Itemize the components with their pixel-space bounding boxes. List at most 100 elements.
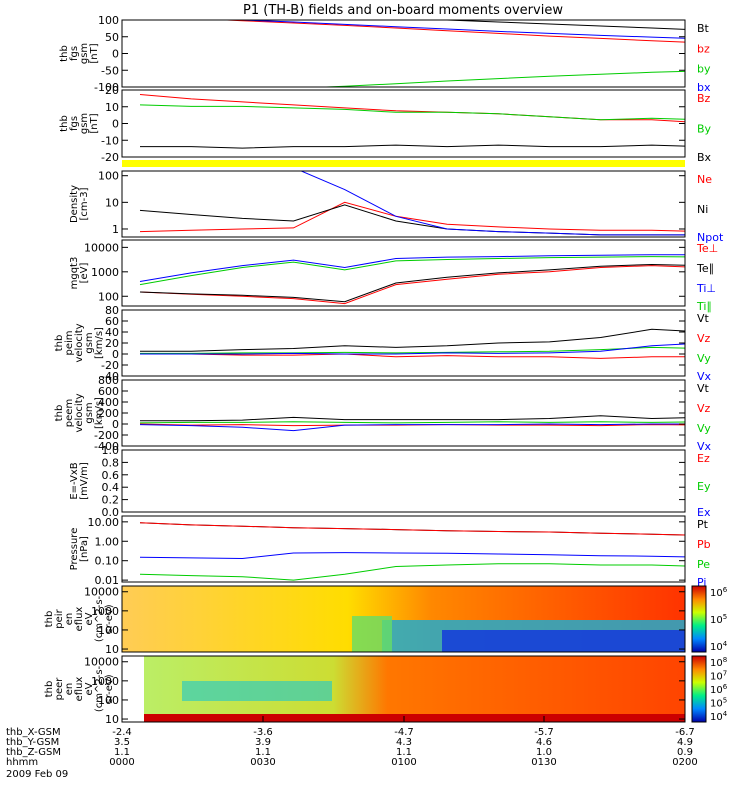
series-line-Te⊥ — [139, 265, 685, 305]
xaxis-tick-value: 4.3 — [396, 737, 412, 748]
y-tick-label: -40 — [101, 370, 119, 383]
xaxis-tick-value: 4.9 — [677, 737, 693, 748]
y-tick-label: 0 — [112, 348, 119, 361]
xaxis-tick-value: -2.4 — [112, 727, 132, 738]
y-axis-label: [nPa] — [79, 536, 90, 562]
legend-label: Npot — [697, 231, 724, 244]
panel-frame — [121, 19, 686, 88]
y-tick-label: 0.01 — [95, 574, 120, 587]
legend-label: by — [697, 63, 711, 76]
colorbar — [691, 655, 707, 723]
y-axis-label: peir — [54, 608, 65, 628]
panel-7: Ez Ey Ex 1.00.80.60.40.20.0 E=-VxB [mV/m] — [69, 444, 711, 519]
panel-frame — [121, 239, 686, 307]
y-tick-label: 0.10 — [95, 555, 120, 568]
colorbar-tick: 108 — [710, 656, 727, 669]
y-tick-label: 1000 — [91, 675, 119, 688]
y-tick-label: 10 — [105, 643, 119, 656]
y-axis-label: [nT] — [89, 43, 100, 63]
panel-frame — [121, 170, 686, 238]
y-tick-label: 1 — [112, 223, 119, 236]
legend-label: Vt — [697, 312, 710, 325]
y-axis-label: fgs — [69, 46, 80, 61]
legend-label: Pt — [697, 518, 709, 531]
y-tick-label: 100 — [98, 14, 119, 27]
mode-bar — [122, 160, 685, 167]
legend-label: Vy — [697, 352, 711, 365]
legend-label: Ey — [697, 480, 711, 493]
panel-1: Bt bz by bx 100 50 0 -50 -100 thb fgs gsm [nT] — [59, 14, 711, 94]
y-tick-label: 0 — [112, 418, 119, 431]
xaxis-row-label: thb_X-GSM — [6, 727, 61, 738]
xaxis-tick-value: 0130 — [531, 757, 556, 768]
xaxis-tick-value: -5.7 — [534, 727, 554, 738]
y-tick-label: 100 — [98, 290, 119, 303]
y-axis-label: sr-eV) — [104, 604, 115, 633]
legend-label: Vx — [697, 440, 712, 453]
y-axis-label: peim — [64, 330, 75, 355]
y-axis-label: [eV] — [79, 263, 90, 284]
xaxis-tick-value: 0000 — [109, 757, 134, 768]
series-line-Ne — [139, 201, 685, 233]
legend-label: Bz — [697, 92, 711, 105]
y-axis-label: thb — [44, 611, 55, 628]
y-axis-label: gsm — [84, 402, 95, 423]
y-tick-label: 1000 — [91, 266, 119, 279]
legend-label: Ni — [697, 203, 708, 216]
y-tick-label: 80 — [105, 304, 119, 317]
y-tick-label: 200 — [98, 407, 119, 420]
xaxis-tick-value: 1.1 — [114, 747, 130, 758]
legend-label: Ti⊥ — [696, 282, 716, 295]
y-axis-label: eflux — [74, 607, 85, 632]
xaxis-tick-value: 0100 — [391, 757, 416, 768]
legend-label: Ti∥ — [696, 300, 712, 313]
y-axis-label: en — [64, 613, 75, 626]
legend-label: Bt — [697, 22, 710, 35]
spectrogram-image — [122, 656, 685, 722]
y-tick-label: 100 — [98, 624, 119, 637]
y-axis-label: [cm-3] — [79, 187, 90, 220]
series-line-Pb — [139, 522, 685, 536]
series-line-Vy — [140, 346, 685, 354]
legend-label: Vz — [697, 402, 711, 415]
legend-label: Bx — [697, 151, 712, 164]
y-tick-label: -20 — [101, 359, 119, 372]
y-tick-label: 1.0 — [102, 444, 120, 457]
y-tick-label: 50 — [105, 31, 119, 44]
xaxis-tick-value: 3.5 — [114, 737, 130, 748]
y-tick-label: 40 — [105, 326, 119, 339]
y-tick-label: -200 — [94, 429, 119, 442]
legend-label: Ex — [697, 506, 711, 519]
y-axis-label: [mV/m] — [79, 462, 90, 500]
legend-label: Te⊥ — [696, 242, 718, 255]
series-line-Pe — [139, 563, 685, 581]
legend-label: Pe — [697, 558, 710, 571]
figure-title: P1 (TH-B) fields and on-board moments ov… — [243, 3, 563, 18]
y-tick-label: -20 — [101, 151, 119, 164]
y-axis-label: peer — [54, 677, 65, 701]
colorbar-tick: 106 — [710, 586, 728, 599]
series-line-Ti⊥ — [139, 254, 685, 282]
series-line-Te∥ — [139, 263, 685, 303]
y-tick-label: -50 — [101, 64, 119, 77]
y-tick-label: 10 — [105, 196, 119, 209]
legend-label: Pb — [697, 538, 711, 551]
y-axis-label: mgqt3 — [69, 257, 80, 290]
date-label: 2009 Feb 09 — [6, 769, 68, 780]
y-tick-label: 0.8 — [102, 456, 120, 469]
y-axis-label: thb — [54, 405, 65, 422]
xaxis-tick-value: 1.1 — [396, 747, 412, 758]
legend-label: Vy — [697, 422, 711, 435]
series-line-By — [139, 104, 685, 121]
y-tick-label: 100 — [98, 170, 119, 183]
series-line-Vx — [139, 423, 685, 432]
xaxis-tick-value: 1.1 — [255, 747, 271, 758]
legend-label: Ez — [697, 452, 710, 465]
panel-8: Pt Pb Pe Pi 10.00 1.00 0.10 0.01 Pressure [nPa] — [69, 515, 711, 589]
xaxis-footer: thb_X-GSM -2.4 -3.6 -4.7 -5.7 -6.7 thb_Y-GSM 3.… — [6, 716, 698, 780]
colorbar-tick: 105 — [710, 697, 727, 710]
